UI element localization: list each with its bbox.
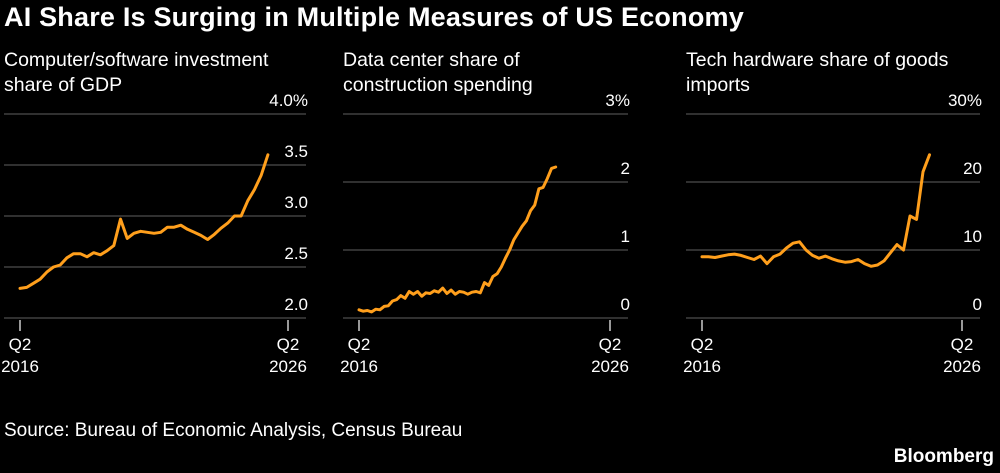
panel-title: Computer/software investment share of GD… (4, 48, 324, 98)
y-tick-label: 2.0 (284, 295, 308, 314)
x-tick-label: 2026 (943, 357, 981, 376)
y-tick-label: 2 (621, 159, 630, 178)
x-tick-label: Q2 (277, 335, 300, 354)
line-chart: 0 1 2 3% Q2 2016 Q2 2026 (340, 91, 630, 376)
y-tick-label: 20 (963, 159, 982, 178)
y-tick-label: 30% (948, 91, 982, 110)
series-line (357, 165, 558, 314)
x-tick-label: Q2 (951, 335, 974, 354)
series-line (700, 153, 931, 268)
line-chart: 2.0 2.5 3.0 3.5 4.0% Q2 2016 Q2 2026 (1, 91, 308, 376)
panel-computer-software: Computer/software investment share of GD… (1, 48, 324, 408)
y-tick-label: 3% (605, 91, 630, 110)
y-tick-label: 0 (621, 295, 630, 314)
chart-title: AI Share Is Surging in Multiple Measures… (4, 2, 744, 32)
brand-logo: Bloomberg (893, 446, 994, 467)
panel-tech-hardware: Tech hardware share of goods imports 0 10… (683, 48, 1000, 408)
line-chart: 0 10 20 30% Q2 2016 Q2 2026 (683, 91, 982, 376)
panel-title-line-1: Data center share of (343, 49, 520, 71)
y-tick-label: 3.0 (284, 193, 308, 212)
x-tick-label: 2026 (591, 357, 629, 376)
series-line (18, 153, 270, 290)
panel-title-line-2: construction spending (343, 74, 533, 96)
x-tick-label: 2016 (683, 357, 721, 376)
panel-title: Tech hardware share of goods imports (686, 48, 1000, 98)
panel-title-line-2: share of GDP (4, 74, 123, 96)
panel-title-line-1: Tech hardware share of goods (686, 49, 949, 71)
panel-data-center: Data center share of construction spendi… (340, 48, 663, 408)
panel-title-line-2: imports (686, 74, 750, 96)
x-tick-label: 2016 (340, 357, 378, 376)
y-tick-label: 1 (621, 227, 630, 246)
y-tick-label: 10 (963, 227, 982, 246)
y-tick-label: 0 (973, 295, 982, 314)
panel-title-line-1: Computer/software investment (4, 49, 269, 71)
y-tick-label: 3.5 (284, 142, 308, 161)
x-tick-label: Q2 (348, 335, 371, 354)
x-tick-label: 2016 (1, 357, 39, 376)
x-tick-label: Q2 (691, 335, 714, 354)
x-tick-label: Q2 (9, 335, 32, 354)
y-tick-label: 2.5 (284, 244, 308, 263)
source-note: Source: Bureau of Economic Analysis, Cen… (4, 420, 463, 441)
x-tick-label: 2026 (269, 357, 307, 376)
x-tick-label: Q2 (599, 335, 622, 354)
y-tick-label: 4.0% (269, 91, 308, 110)
panel-title: Data center share of construction spendi… (343, 48, 663, 98)
